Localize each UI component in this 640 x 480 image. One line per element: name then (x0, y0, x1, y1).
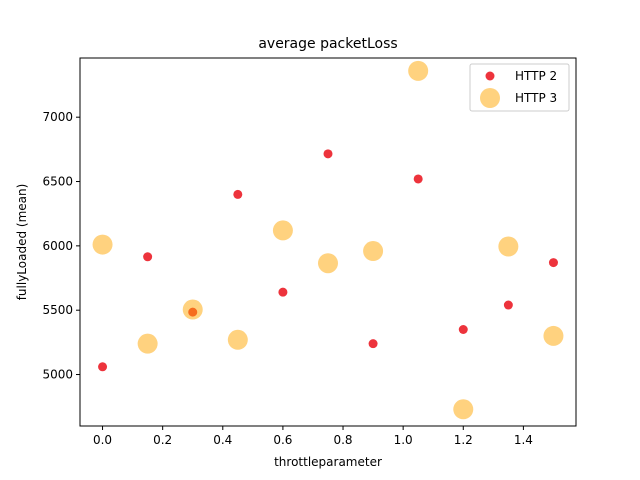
y-axis: 5000 5500 6000 6500 7000 (42, 110, 80, 382)
data-point-http2-0 (98, 362, 108, 372)
data-point-http2-1 (143, 252, 153, 262)
data-point-http3-8 (453, 399, 474, 420)
plot-area-frame (79, 57, 577, 427)
x-tick-label: 1.4 (514, 433, 533, 447)
y-axis-label: fullyLoaded (mean) (15, 184, 29, 301)
data-point-http3-5 (318, 253, 338, 274)
data-point-http3-9 (498, 236, 519, 257)
x-tick-label: 0.4 (213, 433, 232, 447)
data-point-http2-7 (413, 174, 423, 184)
series-layer (92, 60, 564, 420)
data-point-http3-6 (363, 241, 384, 262)
data-point-http2-5 (323, 149, 333, 159)
x-tick-label: 1.2 (454, 433, 473, 447)
legend: HTTP 2 HTTP 3 (469, 63, 570, 112)
legend-marker-http2 (485, 71, 495, 81)
data-point-http3-3 (227, 329, 248, 350)
x-tick-label: 0.8 (333, 433, 352, 447)
data-point-http3-1 (137, 333, 158, 354)
data-point-http2-9 (503, 300, 513, 310)
data-point-http2-4 (278, 287, 288, 297)
data-point-http2-6 (368, 339, 378, 349)
x-tick-label: 0.6 (273, 433, 292, 447)
x-tick-label: 0.0 (93, 433, 112, 447)
data-point-http3-0 (92, 234, 113, 255)
data-point-http3-10 (543, 325, 564, 346)
data-point-http2-3 (233, 189, 243, 199)
x-axis-label: throttleparameter (274, 455, 382, 469)
legend-label-http3: HTTP 3 (515, 91, 557, 105)
x-tick-label: 1.0 (394, 433, 413, 447)
y-tick-label: 6500 (42, 175, 73, 189)
y-tick-label: 5000 (42, 368, 73, 382)
y-tick-label: 7000 (42, 110, 73, 124)
x-tick-label: 0.2 (153, 433, 172, 447)
chart-title: average packetLoss (258, 36, 397, 52)
legend-marker-http3 (480, 88, 500, 108)
data-point-http2-8 (458, 325, 468, 334)
y-tick-label: 6000 (42, 239, 73, 253)
legend-label-http2: HTTP 2 (515, 69, 557, 83)
x-axis: 0.0 0.2 0.4 0.6 0.8 1.0 1.2 1.4 (93, 426, 533, 447)
data-point-http3-7 (408, 60, 429, 81)
data-point-http3-4 (272, 220, 293, 241)
data-point-http2-10 (548, 258, 558, 268)
y-tick-label: 5500 (42, 303, 73, 317)
data-point-http3-2 (182, 299, 203, 320)
